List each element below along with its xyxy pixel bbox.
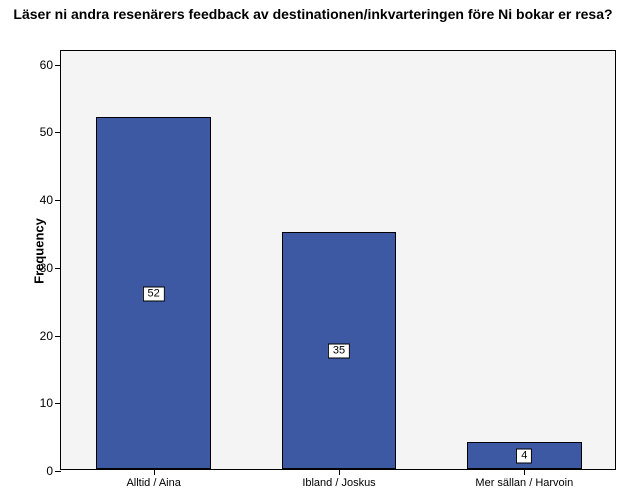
plot-area: 010203040506052Alltid / Aina35Ibland / J…: [60, 50, 616, 470]
bar-value-label: 4: [516, 449, 532, 464]
bar-value-label: 52: [143, 286, 165, 301]
x-tick-label: Mer sällan / Harvoin: [475, 477, 573, 489]
bar: 35: [282, 232, 397, 469]
y-tick-label: 0: [46, 464, 61, 478]
x-tick: [339, 469, 340, 475]
y-tick-label: 10: [40, 396, 61, 410]
chart-container: Läser ni andra resenärers feedback av de…: [0, 0, 626, 501]
y-tick-label: 20: [40, 329, 61, 343]
chart-title: Läser ni andra resenärers feedback av de…: [0, 6, 626, 23]
x-tick: [154, 469, 155, 475]
y-tick-label: 40: [40, 193, 61, 207]
x-tick: [524, 469, 525, 475]
bar: 4: [467, 442, 582, 469]
bar: 52: [96, 117, 211, 469]
x-tick-label: Ibland / Joskus: [302, 477, 375, 489]
y-tick-label: 30: [40, 261, 61, 275]
x-tick-label: Alltid / Aina: [126, 477, 180, 489]
y-tick-label: 50: [40, 125, 61, 139]
y-tick-label: 60: [40, 58, 61, 72]
plot-wrap: 010203040506052Alltid / Aina35Ibland / J…: [60, 50, 616, 470]
bar-value-label: 35: [328, 344, 350, 359]
